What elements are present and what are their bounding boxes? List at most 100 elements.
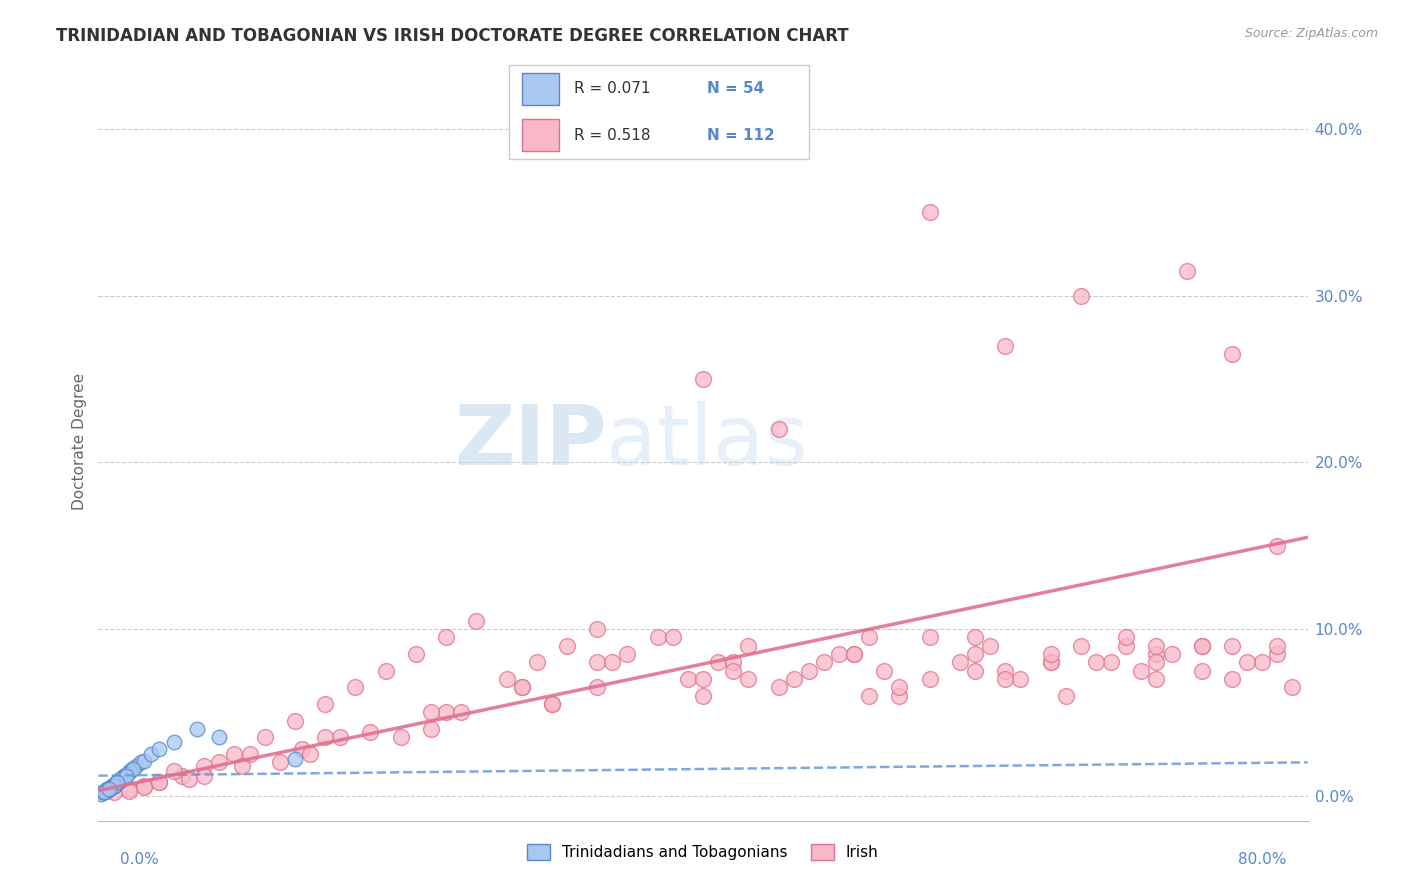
Point — [118, 765, 141, 780]
Point — [1146, 656, 1168, 670]
Point — [148, 742, 170, 756]
Point — [1130, 664, 1153, 678]
Point — [1175, 264, 1198, 278]
Point — [112, 769, 135, 783]
Point — [314, 697, 336, 711]
Point — [858, 689, 880, 703]
Point — [1191, 639, 1213, 653]
Point — [115, 767, 138, 781]
Point — [586, 656, 609, 670]
Point — [965, 631, 987, 645]
Point — [103, 779, 125, 793]
Point — [1039, 656, 1062, 670]
Point — [208, 756, 231, 770]
Point — [1146, 639, 1168, 653]
Text: R = 0.071: R = 0.071 — [574, 81, 651, 96]
Point — [96, 782, 118, 797]
Point — [994, 664, 1017, 678]
Point — [692, 689, 714, 703]
Point — [918, 631, 941, 645]
Point — [98, 782, 121, 797]
Point — [179, 772, 201, 786]
Point — [1220, 639, 1243, 653]
Point — [93, 785, 115, 799]
Point — [100, 780, 122, 795]
Point — [107, 773, 129, 788]
Point — [231, 758, 253, 772]
Point — [873, 664, 896, 678]
FancyBboxPatch shape — [522, 73, 558, 104]
Point — [1160, 647, 1182, 661]
Point — [1267, 539, 1289, 553]
Point — [101, 780, 124, 795]
Point — [122, 762, 145, 776]
Point — [111, 770, 134, 784]
Point — [110, 772, 132, 786]
Point — [98, 782, 121, 797]
Point — [148, 775, 170, 789]
Point — [768, 681, 790, 695]
Point — [434, 631, 457, 645]
Point — [1099, 656, 1122, 670]
Point — [1146, 672, 1168, 686]
Point — [121, 762, 143, 776]
Point — [1236, 656, 1258, 670]
Point — [1251, 656, 1274, 670]
Point — [105, 775, 128, 789]
Point — [93, 785, 115, 799]
Point — [269, 756, 291, 770]
Point — [96, 782, 118, 797]
Point — [723, 664, 745, 678]
Point — [602, 656, 624, 670]
Point — [141, 747, 163, 761]
Point — [253, 731, 276, 745]
Point — [889, 681, 911, 695]
Point — [105, 775, 128, 789]
Point — [1085, 656, 1108, 670]
Point — [132, 780, 155, 795]
Text: 0.0%: 0.0% — [120, 852, 159, 867]
Point — [828, 647, 851, 661]
Point — [98, 782, 121, 797]
Point — [224, 747, 246, 761]
Point — [125, 758, 148, 772]
Point — [465, 614, 488, 628]
Point — [103, 779, 125, 793]
Text: ZIP: ZIP — [454, 401, 606, 482]
Point — [284, 714, 307, 728]
Text: TRINIDADIAN AND TOBAGONIAN VS IRISH DOCTORATE DEGREE CORRELATION CHART: TRINIDADIAN AND TOBAGONIAN VS IRISH DOCT… — [56, 27, 849, 45]
Point — [918, 205, 941, 219]
Point — [163, 735, 186, 749]
Point — [186, 722, 208, 736]
Point — [110, 772, 132, 786]
Point — [405, 647, 427, 661]
Point — [360, 725, 382, 739]
Point — [526, 656, 548, 670]
Point — [118, 783, 141, 797]
Point — [284, 752, 307, 766]
Point — [101, 779, 124, 793]
Point — [1146, 647, 1168, 661]
Point — [1054, 689, 1077, 703]
Point — [965, 664, 987, 678]
Point — [813, 656, 835, 670]
Point — [510, 681, 533, 695]
Point — [120, 764, 142, 778]
Point — [103, 779, 125, 793]
Point — [100, 780, 122, 795]
Text: N = 54: N = 54 — [707, 81, 765, 96]
Point — [132, 779, 155, 793]
Point — [783, 672, 806, 686]
Point — [114, 769, 136, 783]
Point — [107, 773, 129, 788]
Point — [103, 779, 125, 793]
Point — [994, 672, 1017, 686]
Point — [114, 769, 136, 783]
Point — [389, 731, 412, 745]
Point — [949, 656, 972, 670]
Point — [108, 773, 131, 788]
Point — [291, 742, 314, 756]
Legend: Trinidadians and Tobagonians, Irish: Trinidadians and Tobagonians, Irish — [522, 838, 884, 866]
Point — [616, 647, 638, 661]
Point — [148, 775, 170, 789]
